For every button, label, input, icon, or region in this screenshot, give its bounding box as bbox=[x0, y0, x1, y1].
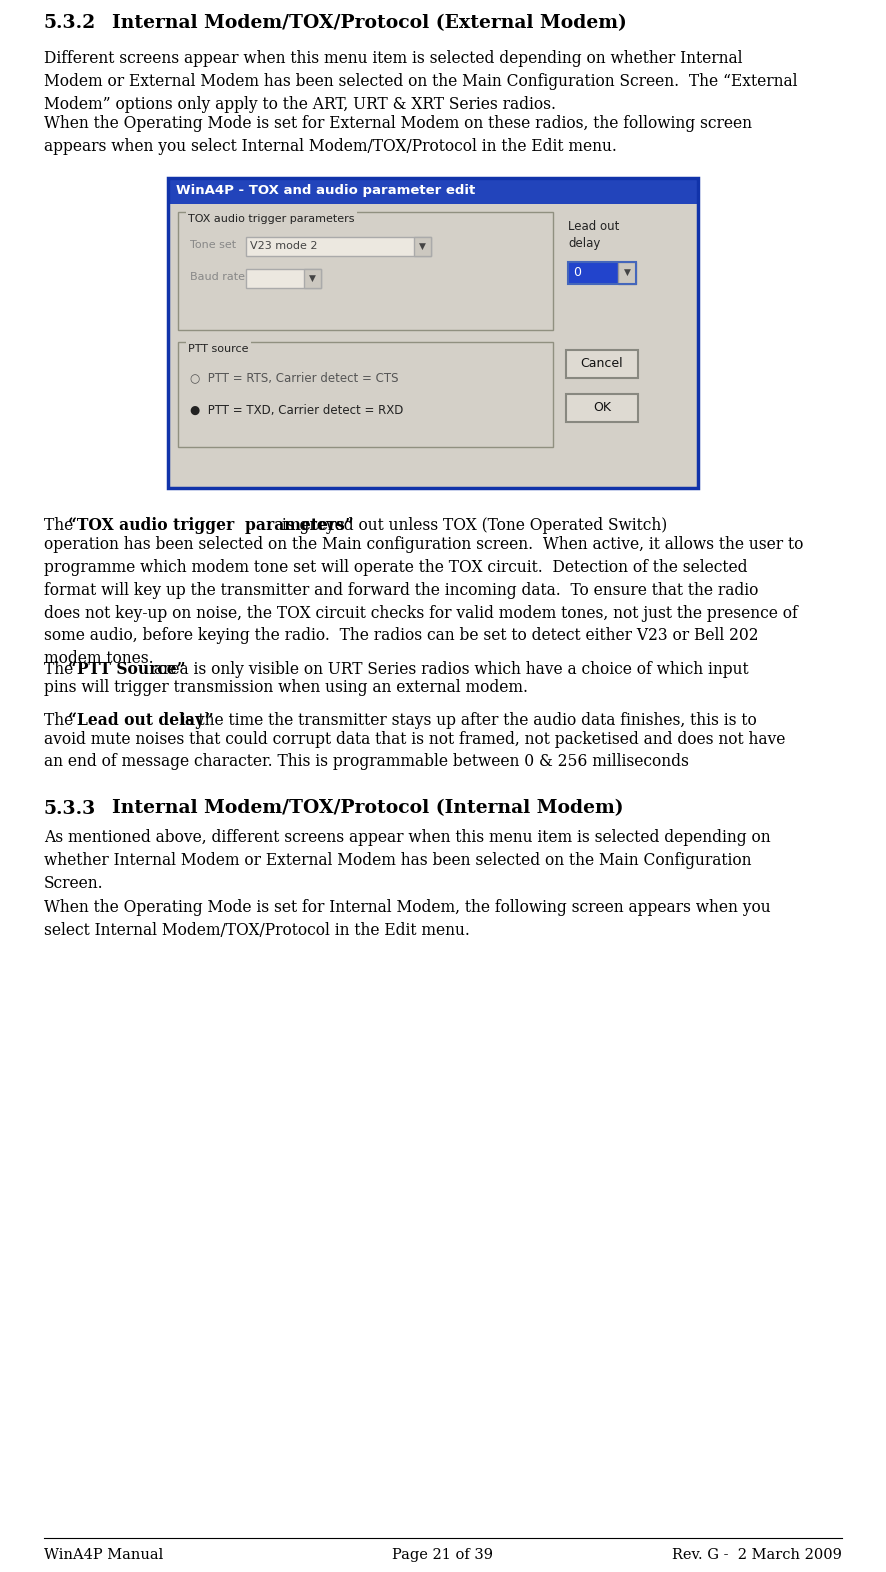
Text: ○  PTT = RTS, Carrier detect = CTS: ○ PTT = RTS, Carrier detect = CTS bbox=[190, 371, 399, 385]
Bar bbox=[414, 236, 431, 256]
Text: ▼: ▼ bbox=[624, 267, 631, 277]
Text: When the Operating Mode is set for External Modem on these radios, the following: When the Operating Mode is set for Exter… bbox=[44, 115, 752, 156]
Text: The: The bbox=[44, 712, 78, 729]
Bar bbox=[178, 212, 553, 330]
Text: 5.3.3: 5.3.3 bbox=[44, 800, 97, 817]
Bar bbox=[168, 178, 698, 487]
Text: WinA4P - TOX and audio parameter edit: WinA4P - TOX and audio parameter edit bbox=[176, 184, 475, 196]
Bar bbox=[568, 261, 636, 283]
Text: avoid mute noises that could corrupt data that is not framed, not packetised and: avoid mute noises that could corrupt dat… bbox=[44, 731, 785, 770]
Text: Rev. G -  2 March 2009: Rev. G - 2 March 2009 bbox=[672, 1548, 842, 1563]
Bar bbox=[304, 269, 321, 288]
Text: The: The bbox=[44, 660, 78, 678]
Text: Baud rate: Baud rate bbox=[190, 272, 245, 281]
Text: V23 mode 2: V23 mode 2 bbox=[250, 241, 317, 252]
Text: is greyed out unless TOX (Tone Operated Switch): is greyed out unless TOX (Tone Operated … bbox=[276, 517, 667, 534]
Bar bbox=[566, 393, 638, 421]
Text: Page 21 of 39: Page 21 of 39 bbox=[392, 1548, 494, 1563]
Text: PTT source: PTT source bbox=[188, 344, 248, 354]
Text: WinA4P Manual: WinA4P Manual bbox=[44, 1548, 163, 1563]
Text: Internal Modem/TOX/Protocol (Internal Modem): Internal Modem/TOX/Protocol (Internal Mo… bbox=[112, 800, 624, 817]
Text: area is only visible on URT Series radios which have a choice of which input: area is only visible on URT Series radio… bbox=[149, 660, 749, 678]
Bar bbox=[168, 203, 698, 487]
Text: When the Operating Mode is set for Internal Modem, the following screen appears : When the Operating Mode is set for Inter… bbox=[44, 899, 771, 938]
Text: Internal Modem/TOX/Protocol (External Modem): Internal Modem/TOX/Protocol (External Mo… bbox=[112, 14, 626, 31]
Text: Tone set: Tone set bbox=[190, 239, 237, 250]
Bar bbox=[178, 341, 553, 446]
Text: pins will trigger transmission when using an external modem.: pins will trigger transmission when usin… bbox=[44, 679, 528, 696]
Bar bbox=[246, 269, 321, 288]
Text: 5.3.2: 5.3.2 bbox=[44, 14, 96, 31]
Bar bbox=[566, 349, 638, 377]
Text: TOX audio trigger parameters: TOX audio trigger parameters bbox=[188, 214, 354, 223]
Text: 0: 0 bbox=[573, 266, 581, 278]
Text: ●  PTT = TXD, Carrier detect = RXD: ● PTT = TXD, Carrier detect = RXD bbox=[190, 404, 403, 417]
Text: ▼: ▼ bbox=[309, 274, 316, 283]
Bar bbox=[568, 261, 618, 283]
Text: Different screens appear when this menu item is selected depending on whether In: Different screens appear when this menu … bbox=[44, 50, 797, 113]
Text: As mentioned above, different screens appear when this menu item is selected dep: As mentioned above, different screens ap… bbox=[44, 830, 771, 893]
Text: Lead out
delay: Lead out delay bbox=[568, 220, 619, 250]
Text: “Lead out delay”: “Lead out delay” bbox=[68, 712, 214, 729]
Text: The: The bbox=[44, 517, 78, 534]
Text: “PTT Source”: “PTT Source” bbox=[68, 660, 186, 678]
Bar bbox=[618, 261, 636, 283]
Text: “TOX audio trigger  parameters”: “TOX audio trigger parameters” bbox=[68, 517, 354, 534]
Bar bbox=[246, 236, 431, 256]
Bar bbox=[168, 178, 698, 203]
Text: ▼: ▼ bbox=[419, 242, 426, 250]
Text: Cancel: Cancel bbox=[580, 357, 624, 369]
Text: operation has been selected on the Main configuration screen.  When active, it a: operation has been selected on the Main … bbox=[44, 536, 804, 667]
Text: OK: OK bbox=[593, 401, 611, 413]
Text: is the time the transmitter stays up after the audio data finishes, this is to: is the time the transmitter stays up aft… bbox=[175, 712, 757, 729]
